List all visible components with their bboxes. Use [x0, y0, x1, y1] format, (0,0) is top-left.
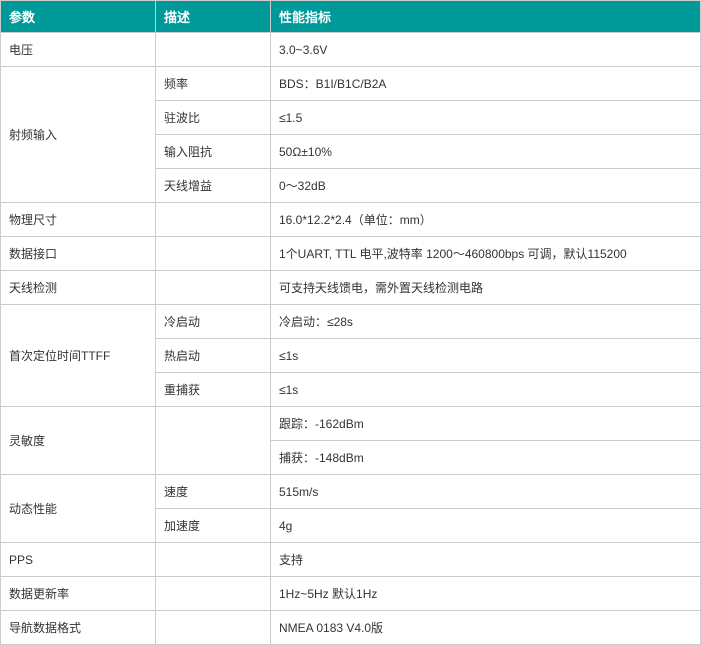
- cell-desc: 加速度: [156, 509, 271, 543]
- cell-param: 数据接口: [1, 237, 156, 271]
- cell-spec: 0～32dB: [271, 169, 701, 203]
- table-row: 射频输入 频率 BDS：B1I/B1C/B2A: [1, 67, 701, 101]
- cell-desc: 速度: [156, 475, 271, 509]
- cell-desc: [156, 237, 271, 271]
- cell-desc: [156, 577, 271, 611]
- cell-param: 电压: [1, 33, 156, 67]
- cell-desc: 重捕获: [156, 373, 271, 407]
- cell-spec: 冷启动：≤28s: [271, 305, 701, 339]
- cell-param: 动态性能: [1, 475, 156, 543]
- cell-spec: 50Ω±10%: [271, 135, 701, 169]
- header-desc: 描述: [156, 1, 271, 33]
- cell-spec: ≤1.5: [271, 101, 701, 135]
- cell-desc: 驻波比: [156, 101, 271, 135]
- cell-desc: 输入阻抗: [156, 135, 271, 169]
- cell-desc: 热启动: [156, 339, 271, 373]
- cell-desc: [156, 203, 271, 237]
- cell-spec: ≤1s: [271, 339, 701, 373]
- cell-spec: 支持: [271, 543, 701, 577]
- table-row: 灵敏度 跟踪：-162dBm: [1, 407, 701, 441]
- cell-param: PPS: [1, 543, 156, 577]
- cell-spec: 515m/s: [271, 475, 701, 509]
- header-spec: 性能指标: [271, 1, 701, 33]
- cell-spec: BDS：B1I/B1C/B2A: [271, 67, 701, 101]
- table-row: 数据接口 1个UART, TTL 电平,波特率 1200～460800bps 可…: [1, 237, 701, 271]
- cell-param: 首次定位时间TTFF: [1, 305, 156, 407]
- cell-spec: 16.0*12.2*2.4（单位：mm）: [271, 203, 701, 237]
- cell-spec: 跟踪：-162dBm: [271, 407, 701, 441]
- cell-spec: 3.0~3.6V: [271, 33, 701, 67]
- table-row: 电压 3.0~3.6V: [1, 33, 701, 67]
- cell-param: 射频输入: [1, 67, 156, 203]
- cell-desc: [156, 33, 271, 67]
- cell-spec: 捕获：-148dBm: [271, 441, 701, 475]
- spec-table: 参数 描述 性能指标 电压 3.0~3.6V 射频输入 频率 BDS：B1I/B…: [0, 0, 701, 645]
- table-row: 物理尺寸 16.0*12.2*2.4（单位：mm）: [1, 203, 701, 237]
- table-row: 数据更新率 1Hz~5Hz 默认1Hz: [1, 577, 701, 611]
- cell-spec: 可支持天线馈电，需外置天线检测电路: [271, 271, 701, 305]
- cell-param: 物理尺寸: [1, 203, 156, 237]
- table-row: PPS 支持: [1, 543, 701, 577]
- cell-desc: [156, 271, 271, 305]
- cell-desc: 频率: [156, 67, 271, 101]
- cell-desc: 冷启动: [156, 305, 271, 339]
- cell-spec: 1Hz~5Hz 默认1Hz: [271, 577, 701, 611]
- cell-param: 数据更新率: [1, 577, 156, 611]
- cell-desc: [156, 407, 271, 475]
- table-header-row: 参数 描述 性能指标: [1, 1, 701, 33]
- cell-desc: 天线增益: [156, 169, 271, 203]
- table-row: 首次定位时间TTFF 冷启动 冷启动：≤28s: [1, 305, 701, 339]
- cell-desc: [156, 543, 271, 577]
- cell-param: 天线检测: [1, 271, 156, 305]
- cell-spec: 1个UART, TTL 电平,波特率 1200～460800bps 可调，默认1…: [271, 237, 701, 271]
- cell-spec: 4g: [271, 509, 701, 543]
- cell-param: 灵敏度: [1, 407, 156, 475]
- header-param: 参数: [1, 1, 156, 33]
- table-row: 天线检测 可支持天线馈电，需外置天线检测电路: [1, 271, 701, 305]
- cell-spec: ≤1s: [271, 373, 701, 407]
- table-row: 动态性能 速度 515m/s: [1, 475, 701, 509]
